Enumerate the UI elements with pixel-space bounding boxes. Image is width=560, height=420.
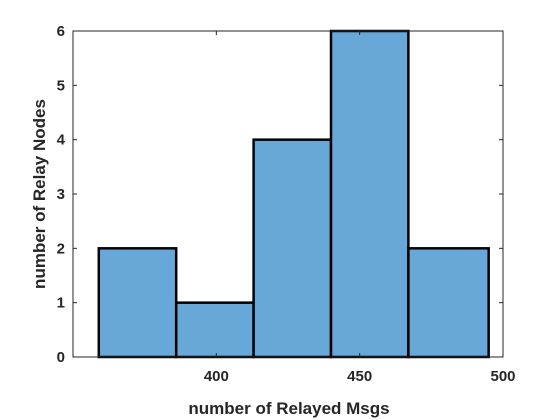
y-tick-label: 5: [57, 77, 65, 94]
histogram-bar: [252, 138, 333, 359]
x-tick-label: 450: [347, 368, 372, 385]
y-tick-label: 0: [57, 349, 65, 366]
y-axis-label: number of Relay Nodes: [30, 99, 49, 289]
y-tick-label: 1: [57, 295, 65, 312]
x-axis-label: number of Relayed Msgs: [188, 399, 389, 418]
y-tick-label: 6: [57, 23, 65, 40]
y-tick-label: 4: [57, 132, 66, 149]
histogram-bar: [407, 247, 490, 359]
bars-group: [97, 29, 490, 359]
histogram-bar: [97, 247, 178, 359]
y-tick-label: 3: [57, 186, 65, 203]
x-tick-label: 400: [204, 368, 229, 385]
histogram-bar: [174, 301, 255, 359]
y-tick-label: 2: [57, 240, 65, 257]
x-tick-label: 500: [490, 368, 515, 385]
histogram-bar: [329, 29, 410, 359]
axes-group: 400 450 500 0 1 2 3 4 5 6: [57, 23, 516, 385]
